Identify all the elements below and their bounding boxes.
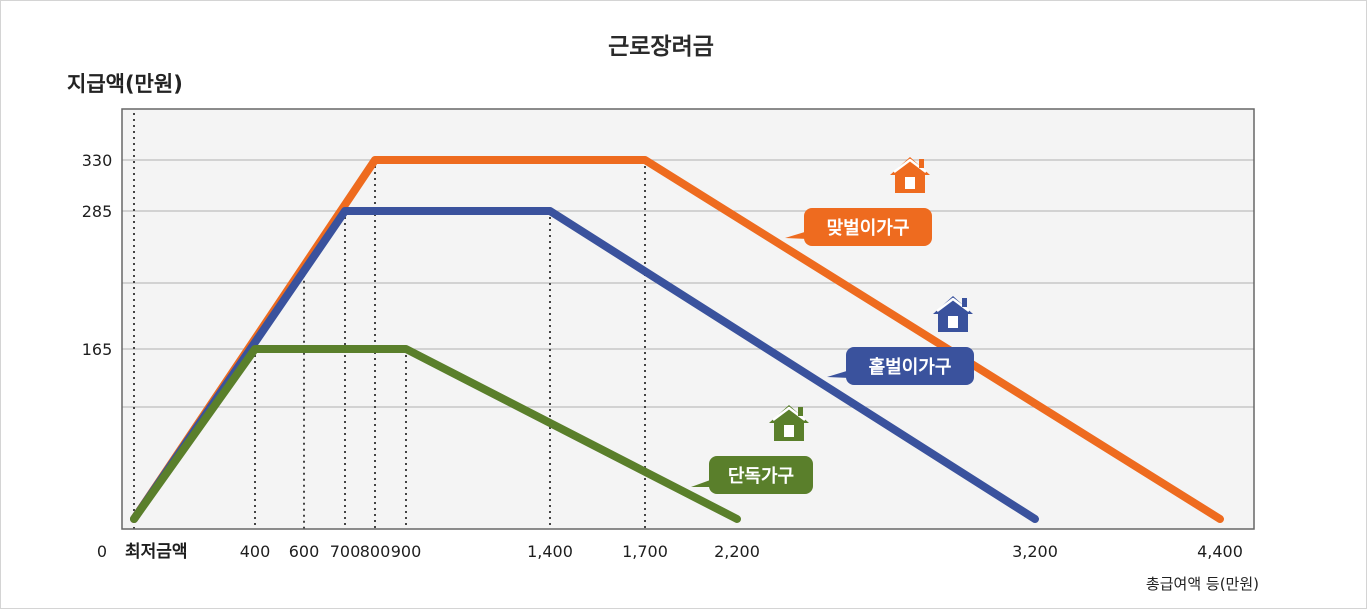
- house-icon-door: [905, 177, 915, 189]
- x-axis-title: 총급여액 등(만원): [1146, 575, 1259, 593]
- x-tick-label: 400: [240, 542, 271, 561]
- badge-label: 단독가구: [728, 466, 794, 487]
- house-icon-chimney: [919, 159, 924, 168]
- x-tick-labels: 400 600 700 800 900 1,400 1,700 2,200 3,200 4,400: [240, 542, 1243, 561]
- badge-pointer: [827, 370, 850, 378]
- house-icon-chimney: [798, 407, 803, 416]
- x-tick-label: 3,200: [1012, 542, 1058, 561]
- y-tick-label: 165: [82, 340, 113, 359]
- badge-pointer: [691, 479, 713, 487]
- x-tick-label: 4,400: [1197, 542, 1243, 561]
- series-badge: 단독가구: [691, 405, 813, 494]
- series-badges: 단독가구 홑벌이가구 맞벌이가구: [691, 157, 974, 494]
- plot-area: [122, 109, 1254, 529]
- x-tick-label: 800: [360, 542, 391, 561]
- house-icon-door: [948, 316, 958, 328]
- badge-box: [846, 347, 974, 385]
- badge-label: 홑벌이가구: [869, 356, 952, 378]
- house-icon-chimney: [962, 298, 967, 307]
- x-tick-label: 900: [391, 542, 422, 561]
- y-tick-label: 285: [82, 202, 113, 221]
- series-badge: 맞벌이가구: [785, 157, 932, 246]
- series-badge: 홑벌이가구: [827, 296, 974, 385]
- x-min-label: 최저금액: [125, 542, 188, 562]
- badge-pointer: [785, 231, 808, 239]
- y-tick-label: 330: [82, 151, 113, 170]
- badge-box: [709, 456, 813, 494]
- x-tick-label: 1,400: [527, 542, 573, 561]
- badge-label: 맞벌이가구: [827, 218, 910, 239]
- series-lines: [130, 156, 1224, 523]
- chart-title: 근로장려금: [608, 34, 714, 60]
- house-icon: [769, 405, 809, 441]
- x-tick-label: 2,200: [714, 542, 760, 561]
- series-line-single: [130, 345, 741, 523]
- y-tick-label: 0: [97, 542, 107, 561]
- house-icon: [890, 157, 930, 193]
- x-tick-label: 600: [289, 542, 320, 561]
- house-icon: [933, 296, 973, 332]
- y-tick-labels: 0 165 285 330: [82, 151, 113, 561]
- badge-box: [804, 208, 932, 246]
- x-tick-label: 1,700: [622, 542, 668, 561]
- y-axis-title: 지급액(만원): [67, 72, 183, 96]
- plot-border: [121, 108, 1255, 530]
- house-icon-door: [784, 425, 794, 437]
- x-tick-label: 700: [330, 542, 361, 561]
